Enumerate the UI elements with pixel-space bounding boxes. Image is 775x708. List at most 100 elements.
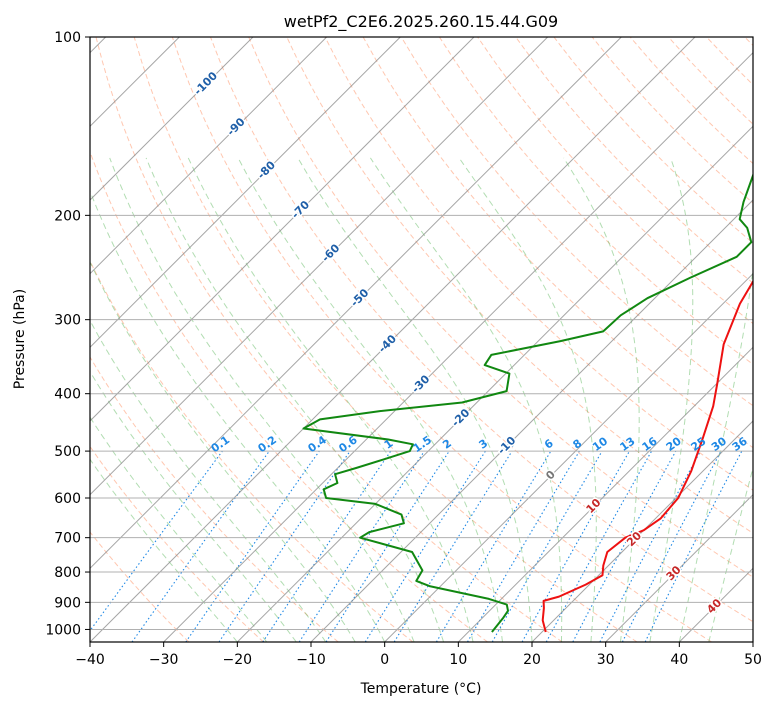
y-tick-label: 400 — [54, 387, 81, 403]
profile-series — [302, 172, 753, 633]
mixing-ratio-line — [185, 450, 320, 642]
isotherm-label: -30 — [409, 372, 432, 395]
dry-adiabat — [90, 150, 488, 642]
mixing-ratio-label: 0.6 — [336, 433, 360, 455]
mixing-ratio-label: 2 — [440, 437, 454, 452]
mixing-ratio-label: 0.1 — [209, 433, 232, 455]
y-axis-ticks: 100 200 300 400 500 600 700 800 900 1000 — [45, 30, 90, 638]
x-tick-label: 20 — [523, 652, 541, 668]
dry-adiabat — [400, 37, 753, 407]
mixing-ratio-line — [298, 450, 425, 642]
x-tick-label: −30 — [149, 652, 179, 668]
dry-adiabat — [90, 259, 414, 642]
x-tick-label: 0 — [380, 652, 389, 668]
y-tick-label: 500 — [54, 444, 81, 460]
x-axis-label: Temperature (°C) — [360, 681, 482, 697]
isotherm-label: -90 — [224, 115, 247, 138]
y-tick-label: 600 — [54, 491, 81, 507]
isotherm-label: -50 — [348, 286, 371, 309]
isotherm-label: 0 — [543, 468, 558, 483]
y-tick-label: 900 — [54, 595, 81, 611]
dry-adiabat — [248, 37, 753, 578]
dewpoint-profile-line — [302, 172, 753, 633]
moist-adiabat — [90, 260, 356, 642]
mixing-ratio-line — [572, 450, 677, 642]
dry-adiabat — [744, 37, 753, 47]
x-tick-label: −10 — [296, 652, 326, 668]
isotherm-line — [90, 37, 254, 201]
moist-adiabat — [297, 157, 533, 642]
moist-adiabat — [90, 370, 297, 642]
y-tick-label: 100 — [54, 30, 81, 46]
dry-adiabat — [133, 37, 638, 642]
x-tick-label: −40 — [75, 652, 105, 668]
y-axis-label: Pressure (hPa) — [12, 289, 28, 389]
x-tick-label: −20 — [223, 652, 253, 668]
isotherm-label: 40 — [704, 596, 724, 616]
dry-adiabat — [90, 356, 339, 642]
x-tick-label: 40 — [670, 652, 688, 668]
isotherm-line — [90, 37, 549, 496]
dry-adiabat — [90, 445, 264, 642]
dry-adiabat — [171, 37, 712, 642]
isotherm-line — [163, 51, 753, 642]
mixing-ratio-line — [521, 450, 630, 642]
plot-area — [90, 37, 753, 642]
mixing-ratio-line — [644, 450, 743, 642]
x-axis-ticks: −40 −30 −20 −10 0 10 20 30 40 50 — [75, 642, 762, 668]
dry-adiabat — [553, 37, 753, 244]
mixing-ratio-line — [545, 450, 653, 642]
mixing-ratio-line — [393, 450, 513, 642]
isotherm-line — [752, 641, 753, 642]
mixing-ratio-label: 6 — [542, 437, 556, 452]
x-tick-label: 10 — [449, 652, 467, 668]
mixing-ratio-line — [467, 450, 580, 642]
isotherm-label: -80 — [255, 158, 278, 181]
dry-adiabat — [438, 37, 753, 366]
chart-title: wetPf2_C2E6.2025.260.15.44.G09 — [284, 12, 558, 32]
isotherm-line — [90, 37, 622, 570]
y-tick-label: 1000 — [45, 622, 81, 638]
pressure-gridlines — [90, 37, 753, 630]
plot-frame — [89, 36, 754, 643]
isotherm-line — [384, 272, 753, 642]
dry-adiabat — [515, 37, 753, 284]
dry-adiabat — [210, 37, 753, 623]
dry-adiabat — [95, 37, 563, 642]
moist-adiabat — [237, 157, 503, 642]
moist-adiabat — [90, 319, 327, 642]
mixing-ratio-line — [90, 450, 223, 632]
dry-adiabat — [668, 37, 753, 125]
isotherm-line — [605, 493, 753, 642]
moist-adiabat — [708, 466, 753, 642]
mixing-ratio-line — [262, 450, 392, 642]
isotherm-line — [236, 125, 753, 642]
moist-adiabat — [109, 157, 415, 642]
isotherm-line — [678, 567, 753, 642]
isotherm-line — [90, 37, 696, 642]
isotherm-line — [457, 346, 753, 642]
moist-adiabat — [369, 157, 563, 642]
x-tick-label: 30 — [597, 652, 615, 668]
temperature-profile-line — [541, 279, 753, 633]
isotherm-line — [90, 37, 401, 349]
mixing-ratio-line — [218, 450, 351, 642]
dry-adiabat — [90, 531, 190, 642]
isotherm-label: 30 — [664, 563, 684, 583]
line-labels: 0.1 0.2 0.4 0.6 1 1.5 2 3 4 6 8 10 13 16 20 25 30 36-100-… — [190, 67, 750, 617]
y-tick-label: 200 — [54, 208, 81, 224]
moist-adiabat — [458, 157, 597, 642]
y-tick-label: 800 — [54, 565, 81, 581]
isotherm-label: 10 — [584, 496, 604, 516]
isotherm-line — [310, 199, 753, 642]
mixing-ratio-line — [131, 450, 270, 642]
mixing-ratio-label: 0.2 — [256, 433, 279, 455]
y-tick-label: 700 — [54, 531, 81, 547]
x-tick-label: 50 — [744, 652, 762, 668]
mixing-ratio-label: 0.4 — [306, 433, 330, 455]
isotherm-line — [90, 37, 475, 422]
isotherm-label: -60 — [319, 241, 342, 264]
moist-adiabat — [90, 458, 238, 642]
mixing-ratio-line — [325, 450, 450, 642]
